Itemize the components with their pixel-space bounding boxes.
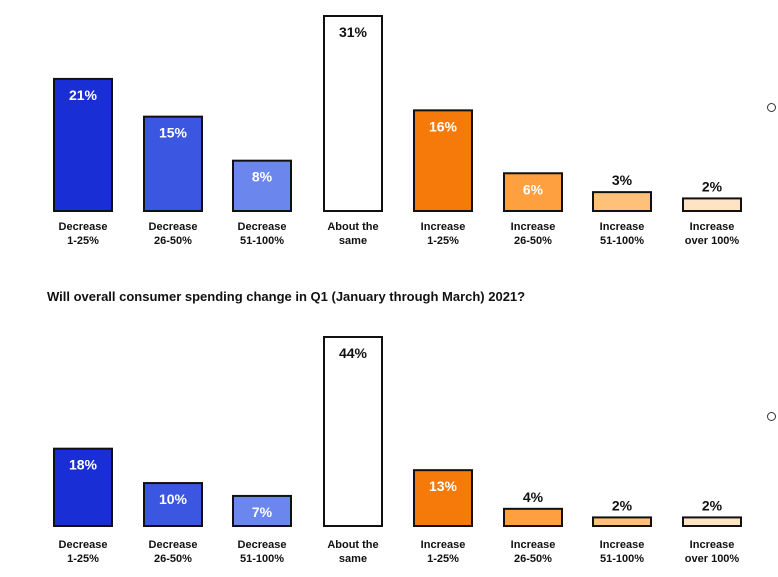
category-label: 51-100% bbox=[240, 235, 284, 247]
data-label: 3% bbox=[612, 172, 633, 188]
category-label: Increase bbox=[511, 539, 556, 551]
bar bbox=[323, 336, 383, 527]
data-label: 21% bbox=[69, 87, 98, 103]
bar bbox=[682, 197, 742, 213]
data-label: 18% bbox=[69, 457, 98, 473]
category-label: 1-25% bbox=[427, 235, 459, 247]
bar bbox=[503, 507, 563, 527]
category-label: 51-100% bbox=[600, 553, 644, 565]
bar bbox=[143, 115, 203, 212]
bar bbox=[53, 447, 113, 528]
category-label: 26-50% bbox=[514, 235, 552, 247]
bar bbox=[232, 159, 292, 212]
category-label: Increase bbox=[600, 539, 645, 551]
bar bbox=[503, 172, 563, 213]
category-label: Increase bbox=[600, 221, 645, 233]
data-label: 2% bbox=[702, 178, 723, 194]
category-label: Decrease bbox=[149, 539, 198, 551]
category-label: Decrease bbox=[149, 221, 198, 233]
category-label: 51-100% bbox=[240, 553, 284, 565]
category-label: 1-25% bbox=[67, 235, 99, 247]
category-label: 26-50% bbox=[154, 553, 192, 565]
data-label: 6% bbox=[523, 181, 544, 197]
bar bbox=[682, 516, 742, 527]
category-label: 26-50% bbox=[154, 235, 192, 247]
bar bbox=[413, 109, 473, 212]
category-label: 51-100% bbox=[600, 235, 644, 247]
category-label: Decrease bbox=[238, 539, 287, 551]
question-title: Will overall consumer spending change in… bbox=[47, 289, 526, 304]
bar bbox=[323, 15, 383, 212]
data-label: 16% bbox=[429, 118, 458, 134]
bar bbox=[413, 469, 473, 527]
category-label: same bbox=[339, 235, 367, 247]
data-label: 4% bbox=[523, 489, 544, 505]
category-label: Increase bbox=[690, 221, 735, 233]
category-label: About the bbox=[327, 221, 378, 233]
bullet-circle-icon bbox=[767, 412, 776, 421]
category-label: Increase bbox=[690, 539, 735, 551]
data-label: 8% bbox=[252, 169, 273, 185]
data-label: 44% bbox=[339, 345, 368, 361]
category-label: Decrease bbox=[59, 539, 108, 551]
data-label: 15% bbox=[159, 125, 188, 141]
category-label: Increase bbox=[421, 539, 466, 551]
category-label: 1-25% bbox=[427, 553, 459, 565]
bar bbox=[232, 494, 292, 528]
data-label: 7% bbox=[252, 504, 273, 520]
bar-chart-top: 21% Decrease 1-25% 15% Decrease 26-50% 8% Decre… bbox=[53, 15, 742, 247]
data-label: 2% bbox=[612, 497, 633, 513]
category-label: Decrease bbox=[238, 221, 287, 233]
bar bbox=[53, 77, 113, 212]
category-label: Increase bbox=[511, 221, 556, 233]
data-label: 2% bbox=[702, 497, 723, 513]
bar bbox=[592, 516, 652, 527]
category-label: 26-50% bbox=[514, 553, 552, 565]
category-label: Decrease bbox=[59, 221, 108, 233]
data-label: 31% bbox=[339, 24, 368, 40]
bullet-circle-icon bbox=[767, 103, 776, 112]
bar bbox=[592, 191, 652, 212]
category-label: Increase bbox=[421, 221, 466, 233]
category-label: About the bbox=[327, 539, 378, 551]
bar bbox=[143, 482, 203, 527]
category-label: over 100% bbox=[685, 235, 740, 247]
category-label: 1-25% bbox=[67, 553, 99, 565]
bar-chart-bottom: 18% Decrease 1-25% 10% Decrease 26-50% 7% Decre… bbox=[53, 336, 742, 565]
category-label: over 100% bbox=[685, 553, 740, 565]
category-label: same bbox=[339, 553, 367, 565]
data-label: 13% bbox=[429, 478, 458, 494]
data-label: 10% bbox=[159, 491, 188, 507]
